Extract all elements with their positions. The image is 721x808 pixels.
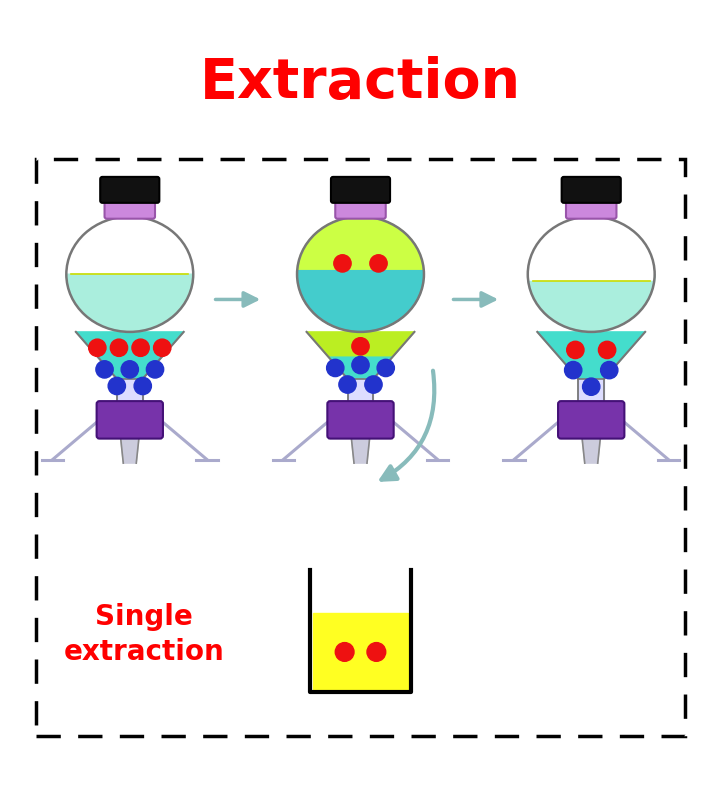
Circle shape [89,339,106,356]
Circle shape [598,341,616,359]
FancyBboxPatch shape [97,401,163,439]
Circle shape [367,642,386,661]
Polygon shape [297,217,424,274]
Circle shape [96,360,113,378]
Polygon shape [66,274,193,332]
Polygon shape [582,436,601,463]
Polygon shape [306,332,415,357]
Circle shape [339,376,356,393]
Circle shape [108,377,125,394]
FancyBboxPatch shape [562,177,621,203]
Polygon shape [120,436,139,463]
FancyBboxPatch shape [327,401,394,439]
Circle shape [335,642,354,661]
Circle shape [134,377,151,394]
FancyBboxPatch shape [100,177,159,203]
FancyBboxPatch shape [105,199,155,219]
FancyBboxPatch shape [335,199,386,219]
Circle shape [110,339,128,356]
Circle shape [334,255,351,272]
Circle shape [146,360,164,378]
Polygon shape [76,332,184,379]
Polygon shape [297,271,424,332]
Text: Extraction: Extraction [200,56,521,110]
Polygon shape [578,379,604,416]
Circle shape [121,360,138,378]
Circle shape [132,339,149,356]
Polygon shape [117,379,143,416]
Circle shape [352,338,369,355]
Circle shape [565,361,582,379]
Circle shape [377,360,394,377]
Circle shape [327,360,344,377]
Circle shape [352,356,369,374]
Polygon shape [351,436,370,463]
Polygon shape [313,612,408,690]
FancyBboxPatch shape [566,199,616,219]
Polygon shape [329,357,392,379]
FancyBboxPatch shape [331,177,390,203]
Circle shape [601,361,618,379]
Polygon shape [537,332,645,379]
Circle shape [583,378,600,395]
Polygon shape [528,274,655,332]
FancyArrowPatch shape [381,371,434,480]
Circle shape [154,339,171,356]
Polygon shape [348,379,373,416]
Text: Single
extraction: Single extraction [64,604,224,666]
FancyBboxPatch shape [558,401,624,439]
Circle shape [365,376,382,393]
Circle shape [370,255,387,272]
Circle shape [567,341,584,359]
